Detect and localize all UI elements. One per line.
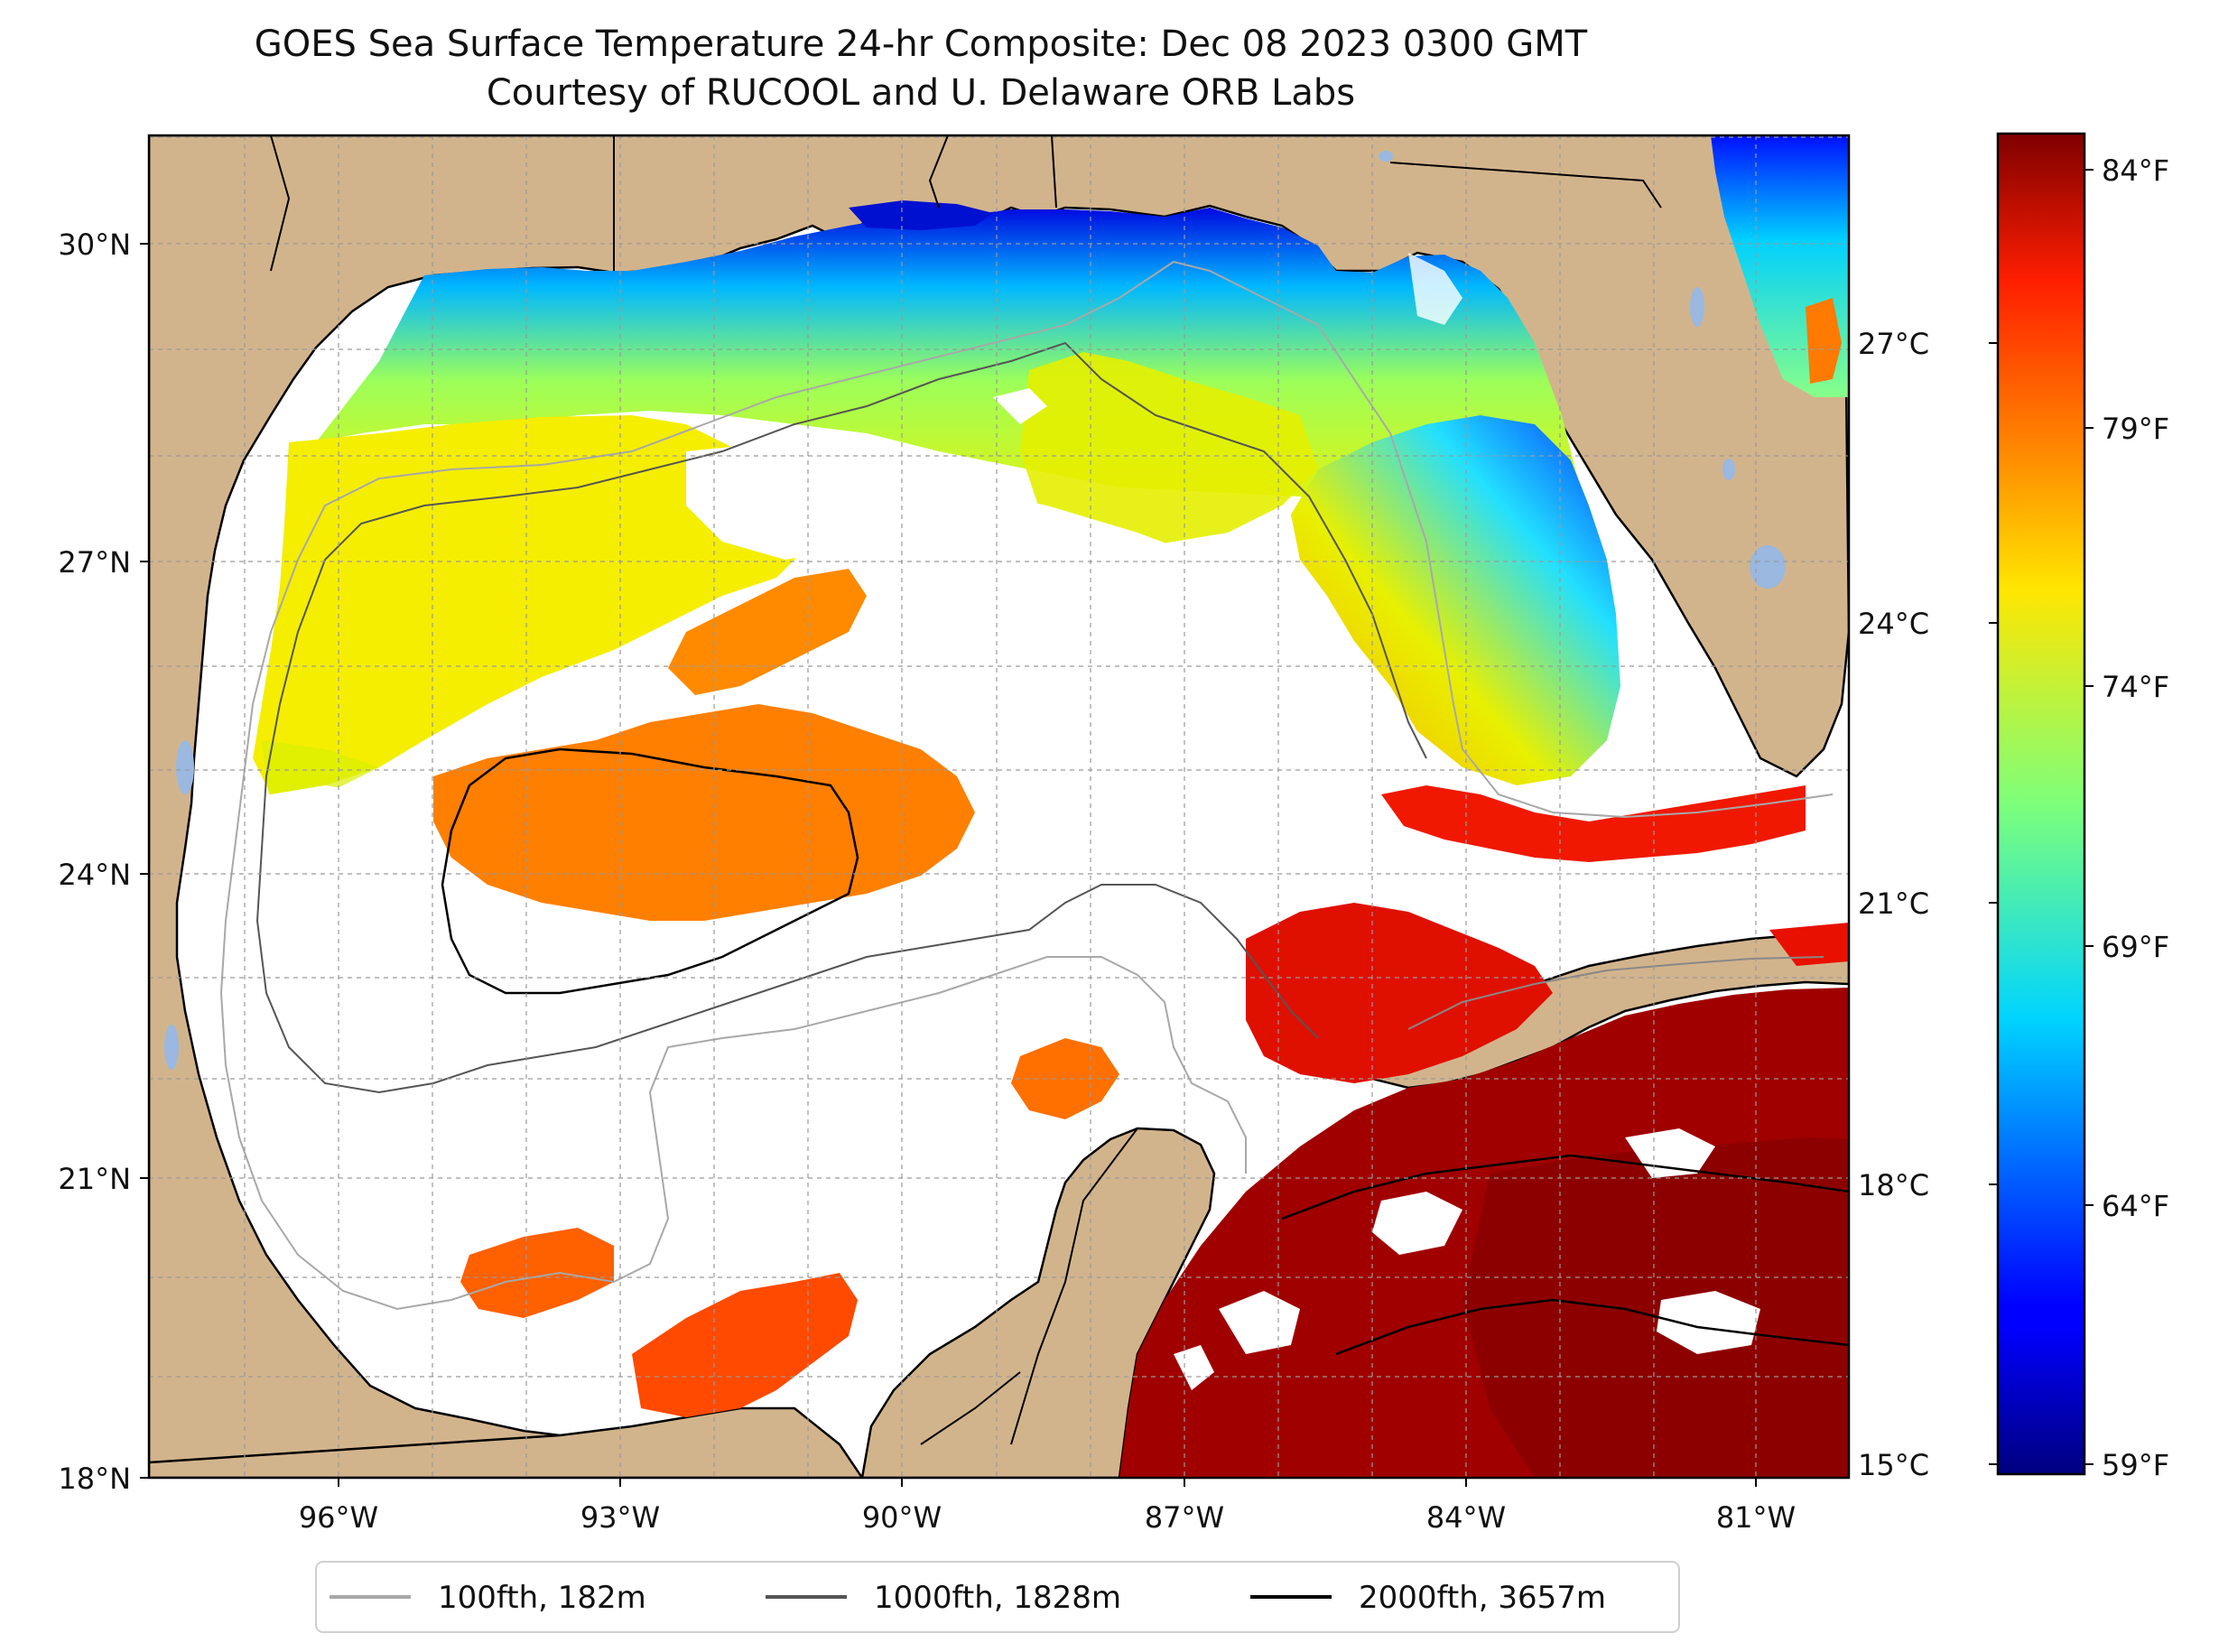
- map-subtitle: Courtesy of RUCOOL and U. Delaware ORB L…: [486, 72, 1356, 114]
- fahrenheit-label: 59°F: [2102, 1448, 2169, 1482]
- lat-label: 21°N: [58, 1162, 131, 1196]
- colorbar: [1996, 132, 2086, 1476]
- celsius-label: 27°C: [1858, 327, 1929, 361]
- legend-label: 1000fth, 1828m: [874, 1580, 1121, 1616]
- political-borders: [270, 135, 1662, 1445]
- lat-label: 24°N: [58, 858, 131, 892]
- sst-atlantic-orange: [1806, 298, 1842, 384]
- legend-label: 2000fth, 3657m: [1359, 1580, 1606, 1616]
- lat-ticks: [140, 243, 149, 1479]
- fahrenheit-label: 79°F: [2102, 412, 2169, 446]
- lon-label: 87°W: [1145, 1500, 1224, 1535]
- lon-label: 81°W: [1716, 1500, 1796, 1535]
- sst-coastal-blue: [849, 200, 993, 230]
- sst-central-orange-b: [668, 569, 867, 695]
- fahrenheit-ticks: [2084, 169, 2094, 1465]
- sst-patches: [253, 135, 1849, 1478]
- bathymetry-contours: [219, 260, 1849, 1356]
- lon-label: 84°W: [1426, 1500, 1506, 1535]
- land-north-america: [149, 135, 1849, 1478]
- lat-label: 18°N: [58, 1462, 131, 1496]
- lon-label: 90°W: [862, 1500, 942, 1535]
- map-frame: [147, 134, 1851, 1480]
- contour-2000fth: [441, 747, 859, 995]
- sst-caribbean-red: [1246, 903, 1553, 1083]
- lon-ticks: [338, 1478, 1757, 1487]
- fahrenheit-label: 74°F: [2102, 670, 2169, 704]
- fahrenheit-labels: 84°F 79°F 74°F 69°F 64°F 59°F: [2102, 153, 2169, 1482]
- fahrenheit-label: 64°F: [2102, 1189, 2169, 1223]
- sst-central-orange: [433, 704, 975, 921]
- sst-caribbean-darker: [1462, 1137, 1849, 1478]
- legend-box: [315, 1561, 1680, 1633]
- sst-central-band: [1020, 352, 1318, 551]
- sst-east-shelf: [1291, 415, 1620, 785]
- lakes: [164, 151, 1786, 1070]
- sst-straits-red: [1381, 785, 1806, 862]
- celsius-labels: 27°C 24°C 21°C 18°C 15°C: [1858, 327, 1998, 1482]
- lat-label: 30°N: [58, 227, 131, 262]
- sst-bay-campeche: [460, 1228, 614, 1318]
- contour-2000fth-caribbean: [1281, 1154, 1849, 1356]
- land: [149, 135, 1849, 1478]
- gridlines: [149, 135, 1849, 1478]
- land-yucatan: [860, 1127, 1216, 1478]
- lat-labels: 30°N 27°N 24°N 21°N 18°N: [58, 227, 131, 1496]
- map-title: GOES Sea Surface Temperature 24-hr Compo…: [254, 23, 1588, 65]
- legend: 100fth, 182m 1000fth, 1828m 2000fth, 365…: [315, 1561, 1680, 1633]
- fahrenheit-label: 84°F: [2102, 153, 2169, 188]
- fahrenheit-label: 69°F: [2102, 930, 2169, 964]
- lon-labels: 96°W 93°W 90°W 87°W 84°W 81°W: [299, 1500, 1796, 1535]
- sst-yucatan-orange: [632, 1273, 858, 1417]
- contour-caribbean-shelf: [1407, 956, 1824, 1030]
- celsius-label: 18°C: [1858, 1168, 1929, 1202]
- lon-label: 96°W: [299, 1500, 378, 1535]
- lon-label: 93°W: [580, 1500, 660, 1535]
- lat-label: 27°N: [58, 545, 131, 580]
- sst-west-shelf: [253, 415, 812, 794]
- legend-label: 100fth, 182m: [438, 1580, 646, 1616]
- celsius-label: 24°C: [1858, 607, 1929, 641]
- map-area: [149, 135, 1849, 1478]
- contour-1000fth: [255, 341, 1427, 1094]
- sst-straits-red-b: [1769, 923, 1849, 966]
- contour-100fth: [219, 260, 1834, 1311]
- land-central-america: [149, 1406, 864, 1478]
- celsius-label: 21°C: [1858, 886, 1929, 921]
- celsius-label: 15°C: [1858, 1448, 1929, 1482]
